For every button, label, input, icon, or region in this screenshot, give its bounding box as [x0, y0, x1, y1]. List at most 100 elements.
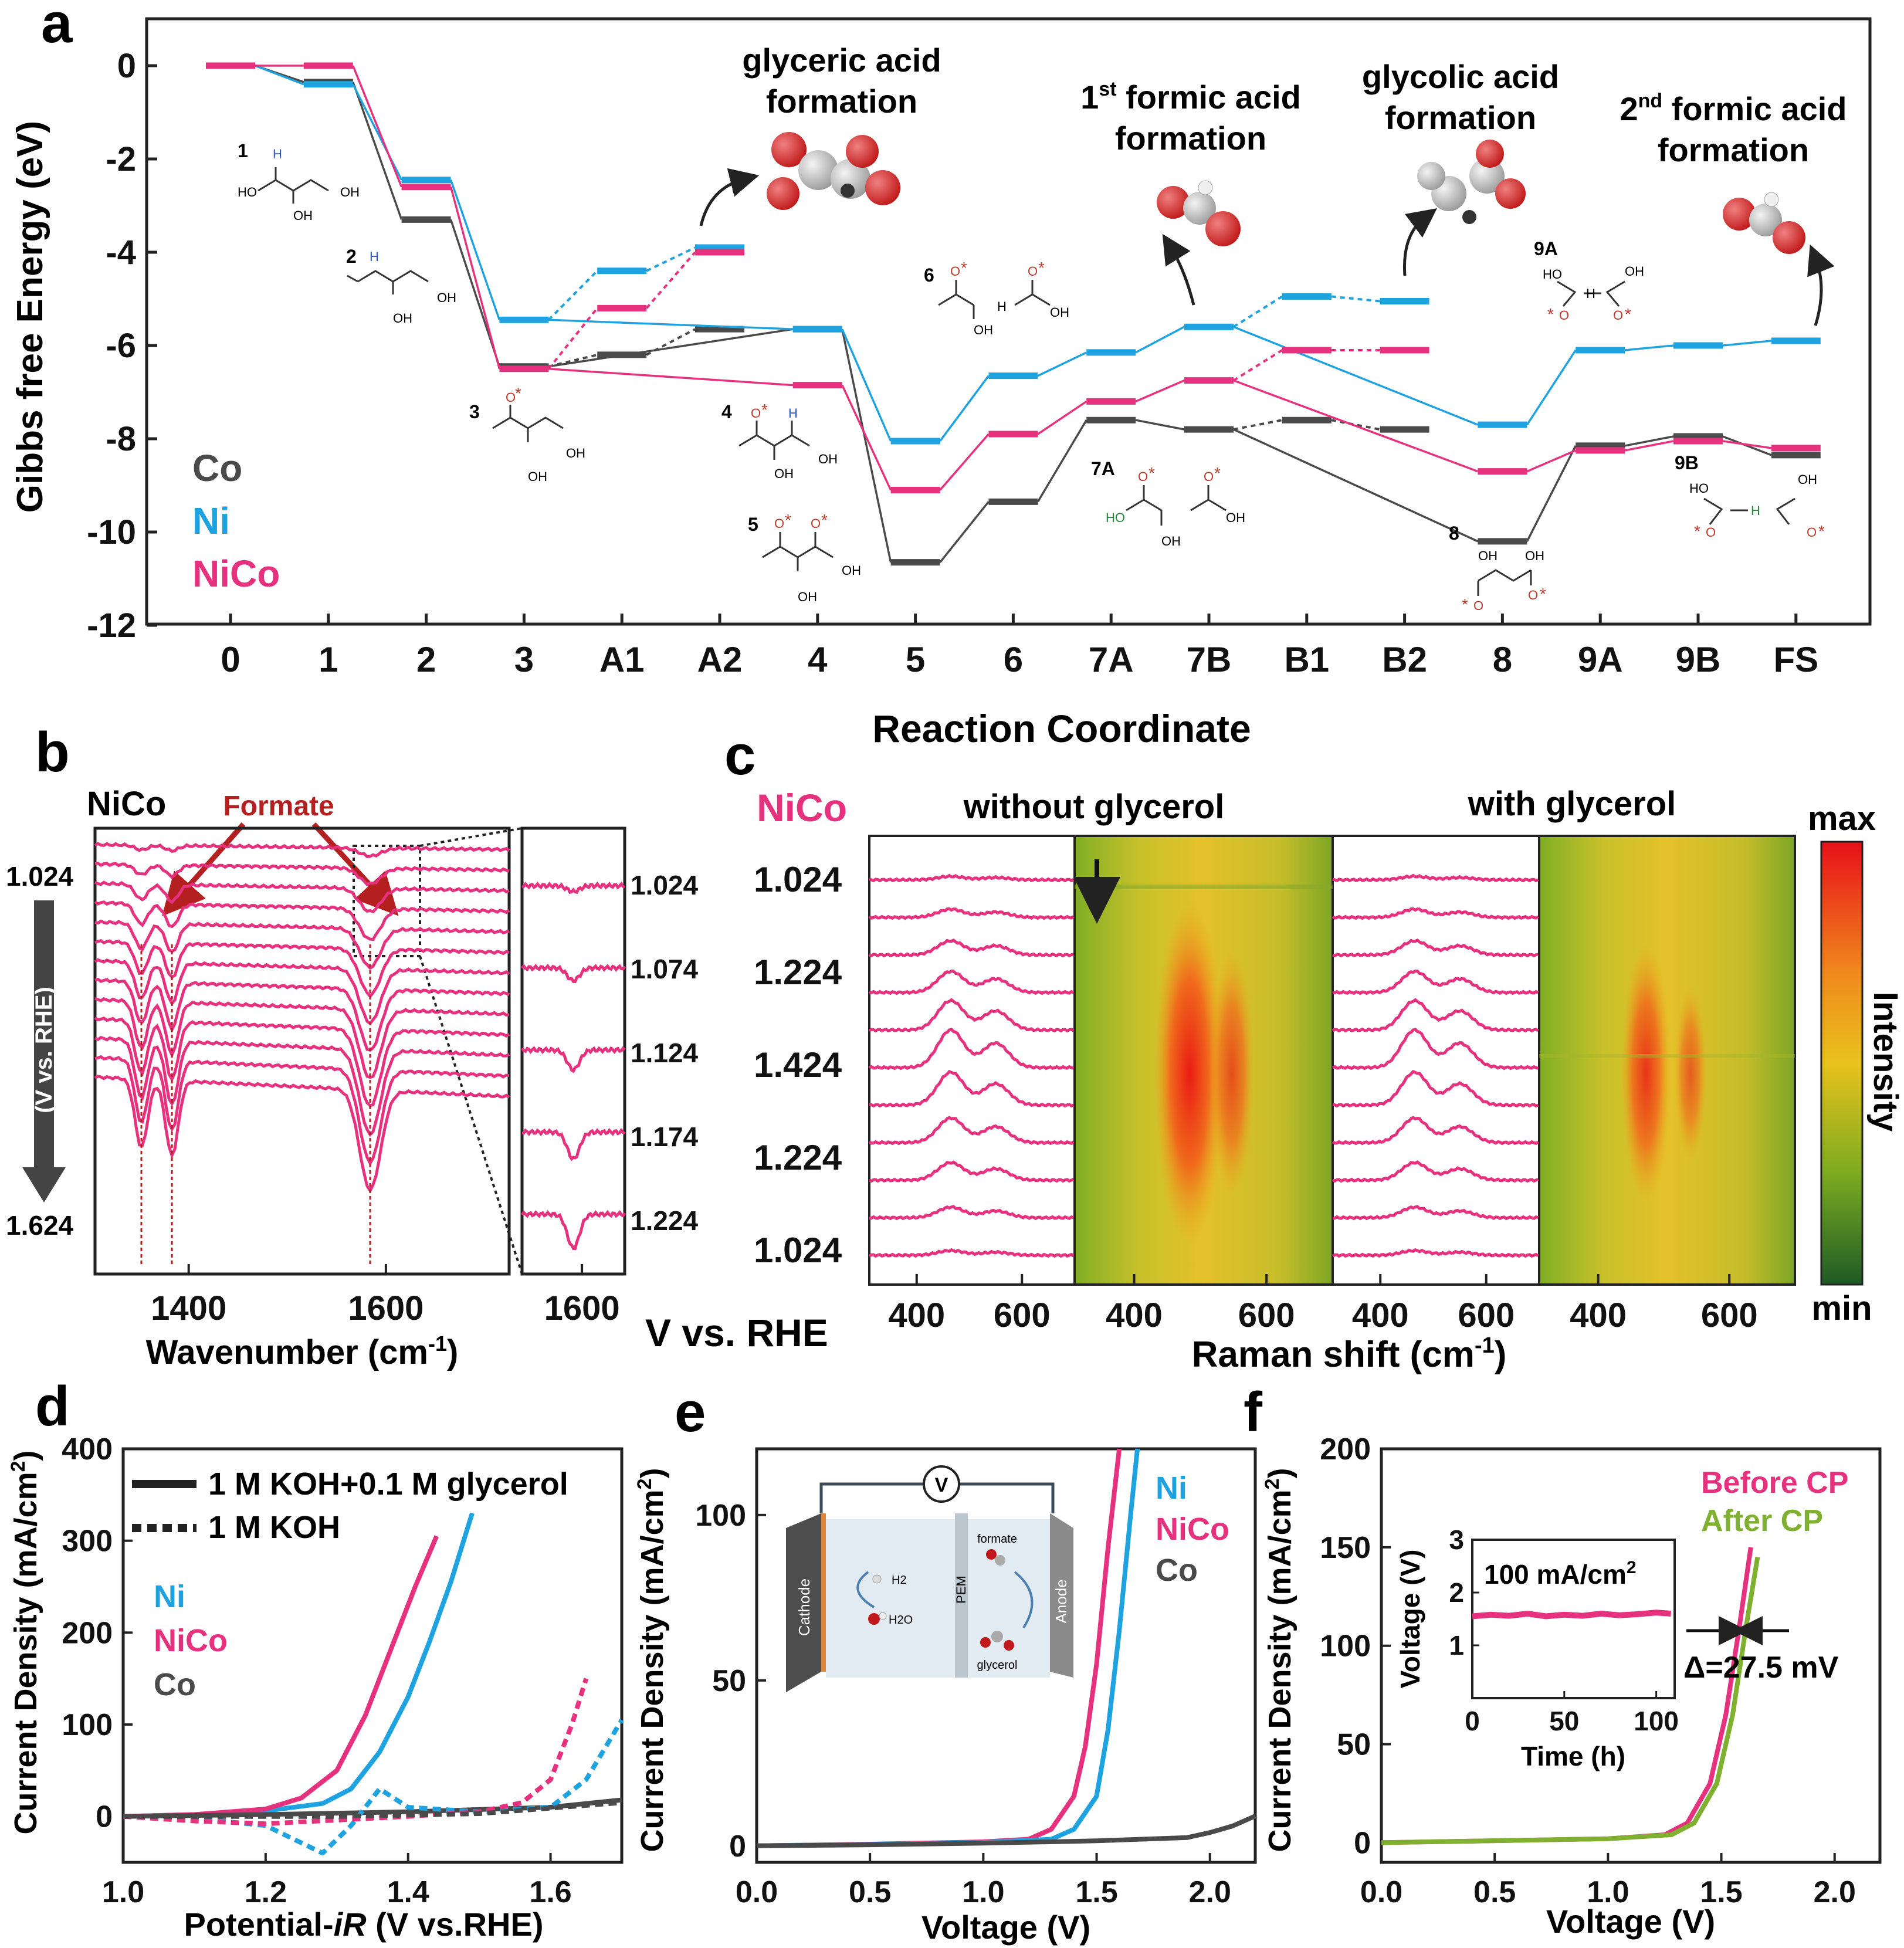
a-connector-ni: [1135, 326, 1185, 354]
struct9b-oh: OH: [1798, 472, 1817, 487]
colorbar-label: Intensity: [1866, 992, 1904, 1132]
struct9a-star2: *: [1625, 305, 1631, 323]
b-trace: [94, 862, 510, 886]
c-xtick-label: 600: [994, 1296, 1051, 1334]
a-connector-ni: [1526, 349, 1577, 426]
panel-a-frame: [145, 17, 1872, 626]
f-inset-ytick-label: 3: [1449, 1524, 1464, 1555]
c-potential-label: 1.024: [754, 1231, 842, 1270]
heatmap-left-hotspot-1: [1154, 903, 1225, 1244]
struct6-o2: O: [1028, 264, 1038, 279]
ytick-label: 300: [62, 1524, 113, 1559]
c-right-trace: [1332, 1205, 1539, 1221]
xtick-label: 1.0: [1587, 1875, 1629, 1909]
struct4-star: *: [761, 401, 768, 419]
struct6-star: *: [961, 259, 967, 277]
formate-arrow-left: [162, 822, 246, 916]
panel-b-inset-potentials: 1.024 1.074 1.124 1.174 1.224: [631, 870, 699, 1236]
struct4-oh2: OH: [774, 466, 794, 481]
series-co-dashed: [123, 1800, 622, 1819]
c-right-trace: [1332, 873, 1539, 883]
ytick-label: 0: [729, 1830, 746, 1864]
a-xtick-label: B2: [1382, 640, 1427, 679]
panel-b-sample: NiCo: [87, 785, 166, 823]
structure-7a: [1126, 485, 1227, 526]
b-trace: [94, 939, 510, 999]
xtick-label: 0.5: [1473, 1875, 1516, 1909]
panel-d-frame: [121, 1447, 624, 1864]
panel-c-sample: NiCo: [757, 786, 847, 829]
xtick-label: 2.0: [1814, 1875, 1856, 1909]
a-connector-nico: [1624, 440, 1674, 452]
ytick-label: 200: [1320, 1432, 1371, 1466]
struct8-oh2: OH: [1525, 548, 1544, 563]
step-5: 5: [748, 514, 758, 535]
a-connector-co: [939, 501, 990, 563]
panel-d-legend-nico: NiCo: [154, 1623, 228, 1658]
h2o-label: H2O: [889, 1614, 913, 1627]
series-after-cp: [1381, 1556, 1760, 1845]
a-xtick-label: B1: [1284, 640, 1329, 679]
series-ni-dashed: [123, 1719, 624, 1856]
b-inset-potential: 1.174: [631, 1122, 699, 1152]
annot-glycolic-2: formation: [1385, 99, 1536, 136]
annot-formic1-1: 1st formic acid: [1080, 78, 1301, 116]
a-xtick-label: 9A: [1578, 640, 1623, 679]
a-connector-nico: [1722, 440, 1772, 449]
b-trace: [94, 1036, 510, 1137]
panel-b-pot-top: 1.024: [6, 861, 74, 892]
struct9b-star: *: [1694, 522, 1700, 540]
struct7a-o2: O: [1204, 469, 1214, 484]
struct9a-o: O: [1559, 308, 1569, 323]
ytick-label: 100: [695, 1499, 746, 1533]
a-branch-connector-ni: [646, 246, 696, 272]
struct6-o: O: [950, 264, 960, 279]
c-right-trace: [1332, 998, 1539, 1033]
legend-solid-label: 1 M KOH+0.1 M glycerol: [208, 1466, 568, 1502]
panel-f-inset-y-label: Voltage (V): [1395, 1550, 1425, 1689]
panel-f-frame: [1380, 1447, 1882, 1864]
struct5-o2: O: [811, 516, 821, 531]
struct3-oh2: OH: [528, 469, 547, 484]
c-potential-label: 1.024: [754, 860, 842, 899]
step-4: 4: [721, 401, 732, 422]
a-connector-nico: [939, 433, 990, 491]
panel-f-delta: Δ=27.5 mV: [1683, 1651, 1839, 1685]
arrow-formic2: [1807, 244, 1835, 326]
a-xtick-label: 2: [416, 640, 436, 679]
structure-9a: [1557, 280, 1625, 307]
panel-label-f: f: [1244, 1381, 1263, 1444]
b-inset-trace: [521, 1127, 626, 1161]
a-xtick-label: 3: [514, 640, 534, 679]
b-trace: [94, 958, 510, 1026]
panel-d-x-label: Potential-iR (V vs.RHE): [184, 1906, 544, 1943]
a-branch-connector-co: [1233, 419, 1283, 431]
c-left-trace: [868, 998, 1075, 1033]
colorbar-min: min: [1811, 1289, 1872, 1327]
heatmap-right-hotspot-2: [1674, 985, 1707, 1161]
panel-d-y-label: Current Density (mA/cm2): [7, 1450, 43, 1834]
struct6-star2: *: [1038, 259, 1045, 277]
b-inset-potential: 1.074: [631, 954, 699, 984]
f-inset-voltage-trace: [1472, 1610, 1672, 1620]
ytick-label: 400: [62, 1432, 113, 1466]
electrolyzer-inset: V Cathode Anode PEM H2 H2O formate glyce…: [786, 1465, 1073, 1692]
struct7a-o: O: [1138, 469, 1148, 484]
struct9a-o2: O: [1613, 308, 1623, 323]
a-xtick-label: 5: [906, 640, 925, 679]
ytick-label: 200: [62, 1616, 113, 1650]
structure-5: [762, 532, 834, 571]
panel-label-a: a: [41, 0, 73, 55]
b-trace: [94, 900, 510, 941]
panel-b-x-label: Wavenumber (cm-1): [146, 1332, 459, 1371]
arrow-formic1: [1162, 233, 1195, 306]
legend-ni: Ni: [192, 500, 230, 542]
panel-e-legend-nico: NiCo: [1156, 1512, 1229, 1547]
pem-label: PEM: [954, 1576, 968, 1604]
a-connector-ni: [1233, 326, 1479, 426]
struct1-h: H: [273, 147, 282, 161]
b-inset-trace: [521, 881, 626, 895]
panel-c-x-label: Raman shift (cm-1): [1192, 1333, 1507, 1375]
a-ytick-label: -12: [87, 607, 136, 645]
